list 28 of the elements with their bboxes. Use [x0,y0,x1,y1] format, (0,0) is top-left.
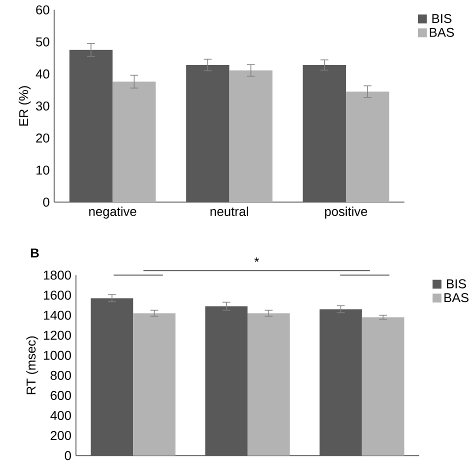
y-tick-label: 1000 [44,350,71,360]
y-tick-label: 200 [50,430,71,440]
y-tick-label: 10 [36,165,50,174]
text: * [254,257,259,262]
y-tick-label: 0 [64,450,71,460]
legend-label: BAS [430,28,454,37]
y-tick-label: 800 [50,370,71,380]
y-axis-title: ER (%) [18,86,31,126]
chart-title: B [30,248,39,258]
legend-label: BIS [446,279,466,288]
y-tick-label: 20 [36,133,50,142]
y-tick-label: 30 [36,101,50,110]
legend-label: BIS [432,14,452,23]
y-axis-title: RT (msec) [26,336,38,394]
x-tick-label: positive [325,206,368,218]
y-tick-label: 50 [36,37,50,46]
y-tick-label: 1400 [44,310,71,320]
y-tick-label: 1200 [44,330,71,340]
y-tick-label: 400 [50,410,71,420]
y-tick-label: 1600 [44,290,71,300]
y-tick-label: 60 [36,5,50,14]
y-tick-label: 600 [50,390,71,400]
y-tick-label: 1800 [44,270,71,280]
legend-label: BAS [444,292,468,302]
x-tick-label: neutral [210,206,248,216]
x-tick-label: negative [89,206,136,218]
y-tick-label: 40 [36,69,50,78]
y-tick-label: 0 [43,197,50,206]
